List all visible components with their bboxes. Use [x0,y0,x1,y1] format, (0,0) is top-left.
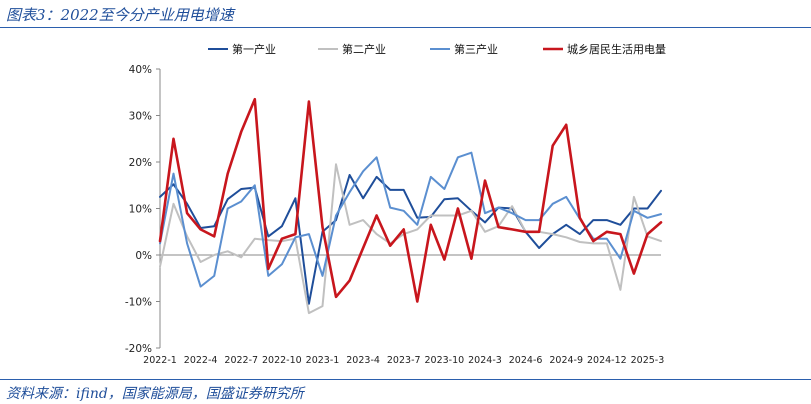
legend-label: 城乡居民生活用电量 [567,42,666,56]
source-note: 资料来源：ifind，国家能源局，国盛证券研究所 [6,386,304,402]
x-tick-label: 2025-3 [631,355,665,366]
series-line-4 [158,97,663,303]
legend-label: 第二产业 [342,42,386,56]
y-tick-label: 10% [129,204,152,216]
source-rule [0,379,811,380]
y-tick-label: 20% [129,157,152,169]
legend-label: 第三产业 [454,42,498,56]
figure-title: 图表3：2022至今分产业用电增速 [6,6,234,24]
x-tick-label: 2023-4 [346,355,380,366]
x-tick-label: 2022-4 [184,355,218,366]
x-tick-label: 2024-9 [549,355,583,366]
y-tick-label: 40% [129,64,152,76]
series-line-1 [159,174,662,305]
series-line-3 [159,151,662,288]
x-tick-label: 2024-12 [587,355,627,366]
y-tick-label: 0% [135,250,152,262]
title-rule [0,27,811,28]
x-tick-label: 2024-3 [468,355,502,366]
y-tick-label: -10% [125,297,152,309]
x-tick-label: 2023-7 [387,355,421,366]
x-tick-label: 2022-10 [262,355,302,366]
x-axis: 2022-1 2022-4 2022-7 2022-10 2023-1 2023-4 202… [143,254,665,366]
legend-label: 第一产业 [232,42,276,56]
x-tick-label: 2023-10 [424,355,464,366]
y-tick-label: -20% [125,343,152,355]
series-lines [158,97,663,315]
x-tick-label: 2024-6 [509,355,543,366]
y-axis: -20% -10% 0% 10% 20% 30% 40% [125,64,161,355]
series-line-2 [159,163,662,315]
legend: 第一产业 第二产业 第三产业 城乡居民生活用电量 [208,42,666,56]
x-tick-label: 2023-1 [306,355,340,366]
y-tick-label: 30% [129,111,152,123]
x-tick-label: 2022-7 [224,355,258,366]
x-tick-label: 2022-1 [143,355,177,366]
